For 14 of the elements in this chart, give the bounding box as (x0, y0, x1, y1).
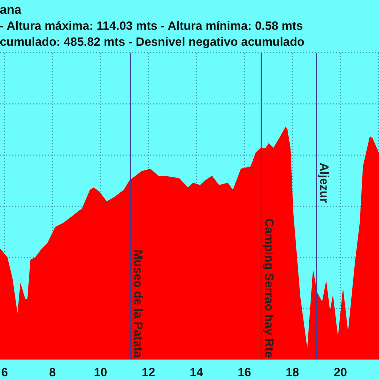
x-tick-label: 14 (190, 366, 204, 379)
x-tick-label: 20 (334, 366, 348, 379)
text: cumulado: 485.82 mts - Desnivel negativo acumulado (0, 34, 305, 50)
x-tick-label: 10 (94, 366, 108, 379)
chart-subtitle: - Altura máxima: 114.03 mts - Altura mínima: 0.58 mts (0, 18, 304, 34)
ref-line-label: Aljezur (317, 163, 332, 204)
x-tick-label: 16 (238, 366, 252, 379)
chart-title: ana (0, 2, 23, 18)
x-tick-label: 12 (142, 366, 156, 379)
x-tick-label: 6 (1, 366, 8, 379)
x-tick-label: 8 (49, 366, 56, 379)
x-tick-label: 18 (286, 366, 300, 379)
ref-line-label: Museo de la Patata (132, 250, 146, 358)
ref-line-label: Camping Serrao hay Rte (262, 218, 276, 358)
